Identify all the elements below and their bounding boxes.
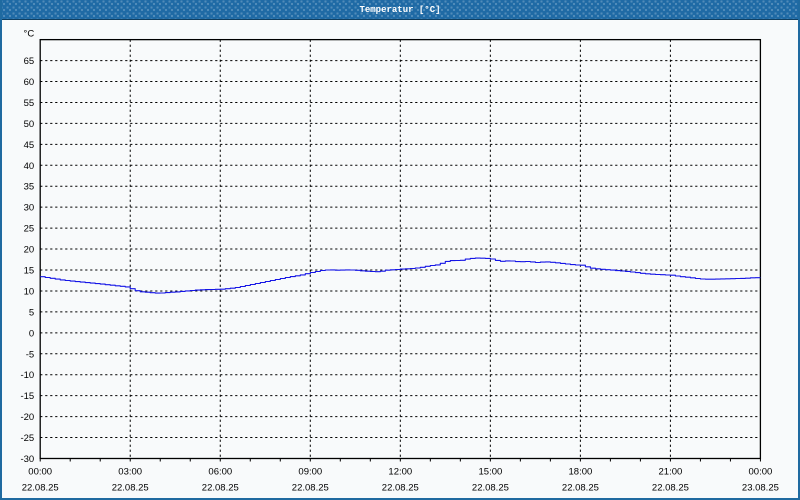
svg-text:30: 30	[24, 203, 35, 214]
svg-text:-5: -5	[26, 349, 34, 360]
svg-text:0: 0	[29, 328, 34, 339]
svg-text:10: 10	[24, 286, 35, 297]
svg-text:00:00: 00:00	[749, 467, 773, 478]
svg-text:06:00: 06:00	[208, 467, 232, 478]
svg-text:°C: °C	[24, 29, 35, 40]
svg-text:12:00: 12:00	[388, 467, 412, 478]
svg-text:-30: -30	[20, 454, 34, 465]
svg-text:15: 15	[24, 266, 35, 277]
svg-text:22.08.25: 22.08.25	[382, 483, 419, 494]
svg-text:25: 25	[24, 224, 35, 235]
svg-text:22.08.25: 22.08.25	[562, 483, 599, 494]
svg-text:-10: -10	[20, 370, 34, 381]
svg-text:00:00: 00:00	[28, 467, 52, 478]
svg-text:40: 40	[24, 161, 35, 172]
svg-text:23.08.25: 23.08.25	[742, 483, 779, 494]
svg-text:18:00: 18:00	[569, 467, 593, 478]
svg-text:03:00: 03:00	[118, 467, 142, 478]
svg-text:55: 55	[24, 98, 35, 109]
svg-text:22.08.25: 22.08.25	[202, 483, 239, 494]
svg-text:45: 45	[24, 140, 35, 151]
svg-text:22.08.25: 22.08.25	[292, 483, 329, 494]
svg-text:5: 5	[29, 307, 34, 318]
svg-text:15:00: 15:00	[479, 467, 503, 478]
svg-text:-20: -20	[20, 412, 34, 423]
svg-text:20: 20	[24, 245, 35, 256]
svg-text:22.08.25: 22.08.25	[112, 483, 149, 494]
svg-text:60: 60	[24, 77, 35, 88]
svg-text:50: 50	[24, 119, 35, 130]
svg-text:22.08.25: 22.08.25	[652, 483, 689, 494]
svg-text:-25: -25	[20, 433, 34, 444]
svg-text:22.08.25: 22.08.25	[472, 483, 509, 494]
svg-text:09:00: 09:00	[298, 467, 322, 478]
svg-text:-15: -15	[20, 391, 34, 402]
svg-text:65: 65	[24, 56, 35, 67]
svg-text:22.08.25: 22.08.25	[22, 483, 59, 494]
svg-text:35: 35	[24, 182, 35, 193]
svg-text:21:00: 21:00	[659, 467, 683, 478]
